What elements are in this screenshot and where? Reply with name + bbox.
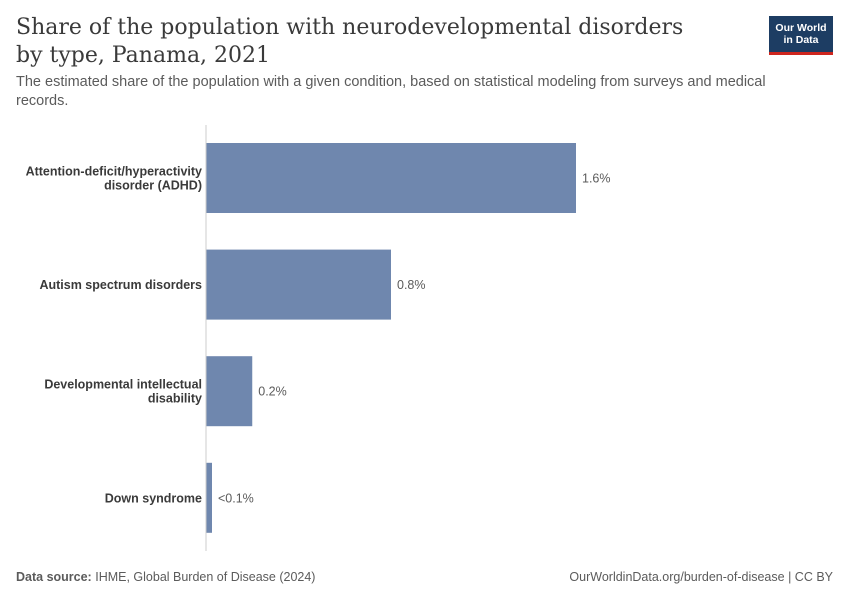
logo-line-1: Our World [775,22,827,34]
chart-subtitle: The estimated share of the population wi… [16,74,766,109]
bar [206,356,253,427]
bar [206,249,391,320]
category-label: disability [148,392,202,406]
footer-credits: OurWorldinData.org/burden-of-disease | C… [569,570,833,584]
data-source-label: Data source: [16,570,92,584]
bar [206,462,212,533]
data-source: Data source: IHME, Global Burden of Dise… [16,570,315,584]
category-label: Developmental intellectual [44,378,202,392]
value-label: 1.6% [582,172,611,186]
category-label: disorder (ADHD) [104,179,202,193]
footer-separator: | [788,570,795,584]
license-link[interactable]: CC BY [794,570,833,584]
value-label: 0.2% [258,385,287,399]
category-label: Autism spectrum disorders [39,278,202,292]
bar [206,143,576,213]
value-label: <0.1% [218,491,254,505]
data-source-text: IHME, Global Burden of Disease (2024) [95,570,316,584]
owid-logo[interactable]: Our World in Data [769,16,833,55]
value-label: 0.8% [397,278,426,292]
category-label: Down syndrome [105,491,202,505]
chart-title: Share of the population with neurodevelo… [16,15,684,68]
source-link[interactable]: OurWorldinData.org/burden-of-disease [569,570,785,584]
logo-line-2: in Data [783,34,819,46]
category-label: Attention-deficit/hyperactivity [26,165,202,179]
